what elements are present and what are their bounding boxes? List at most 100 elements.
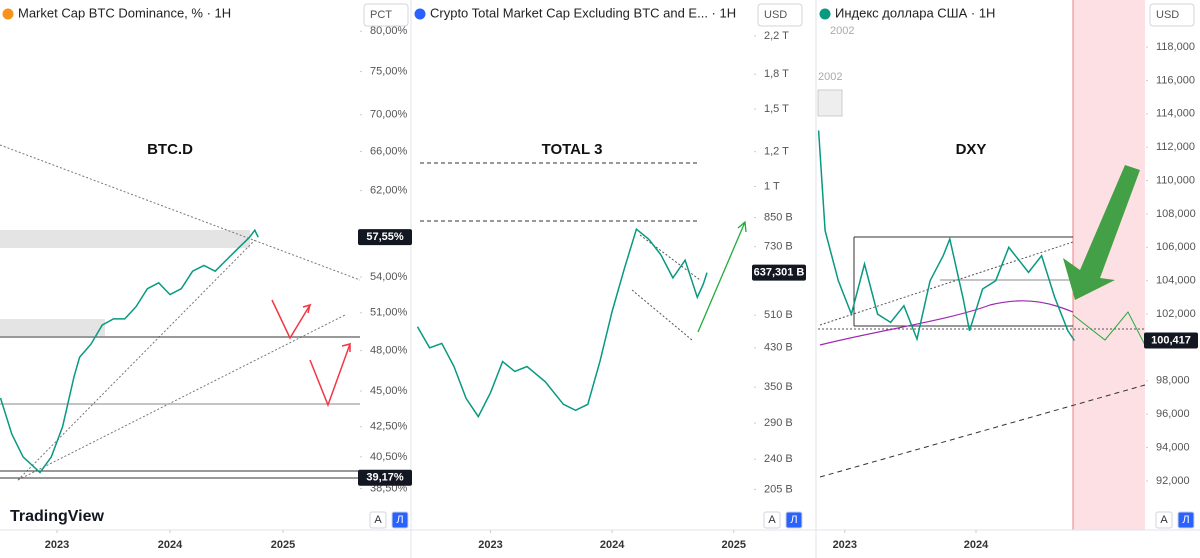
price-line [817,130,1076,342]
chart-label: TOTAL 3 [542,141,603,158]
x-tick-label: 2024 [158,539,183,551]
zone-box [0,319,105,336]
price-label-box [1144,332,1198,349]
y-tick-label: 730 B [764,241,793,253]
ghost-box [817,89,843,117]
arrow [271,299,312,340]
price-label: 57,55% [366,231,404,243]
symbol-icon [414,8,426,20]
scale-button-label[interactable]: А [1160,514,1168,526]
unit-box[interactable] [1149,3,1195,27]
price-line [416,227,708,419]
y-tick-label: 1,8 T [764,68,789,80]
y-tick-label: 1,5 T [764,103,789,115]
scale-button[interactable] [785,511,803,529]
logo: TradingView [10,508,105,525]
price-label-box [358,469,412,486]
y-tick-label: 96,000 [1156,408,1190,420]
y-tick-label: 205 B [764,483,793,495]
x-tick-label: 2024 [600,539,625,551]
y-tick-label: 116,000 [1156,74,1195,86]
y-tick-label: 430 B [764,342,793,354]
y-tick-label: 70,00% [370,109,408,121]
y-tick-label: 106,000 [1156,241,1196,253]
x-tick-label: 2023 [478,539,502,551]
y-tick-label: 114,000 [1156,108,1195,120]
trendline [631,289,693,341]
y-tick-label: 42,50% [370,421,408,433]
scale-button[interactable] [1177,511,1195,529]
watermark: 2002 [830,25,854,37]
unit[interactable]: USD [764,9,787,21]
chart-label: BTC.D [147,141,193,158]
scale-button[interactable] [763,511,781,529]
symbol-icon [819,8,831,20]
y-tick-label: 1,2 T [764,146,789,158]
x-tick-label: 2023 [833,539,857,551]
y-tick-label: 48,00% [370,345,408,357]
arrow [309,342,352,408]
price-label-box [752,264,806,281]
unit-box[interactable] [757,3,803,27]
price-label-box [358,229,412,246]
y-tick-label: 92,000 [1156,475,1190,487]
y-tick-label: 80,00% [370,25,408,37]
watermark: 2002 [818,71,842,83]
zone-box [0,230,250,248]
trendline [819,241,1074,326]
trendline [819,384,1146,478]
y-tick-label: 110,000 [1156,174,1195,186]
y-tick-label: 75,00% [370,66,408,78]
x-tick-label: 2025 [722,539,746,551]
unit[interactable]: USD [1156,9,1179,21]
scale-button[interactable] [369,511,387,529]
y-tick-label: 94,000 [1156,441,1190,453]
y-tick-label: 45,00% [370,385,408,397]
price-label: 100,417 [1151,334,1191,346]
arrow [1063,165,1140,300]
y-tick-label: 62,00% [370,185,408,197]
y-tick-label: 102,000 [1156,308,1196,320]
panel-title: Индекс доллара США · 1H [835,5,995,20]
panel-title: Market Cap BTC Dominance, % · 1H [18,5,231,20]
price-line [0,228,259,474]
price-label: 39,17% [366,472,404,484]
x-tick-label: 2025 [271,539,295,551]
y-tick-label: 98,000 [1156,375,1190,387]
scale-button-label[interactable]: Л [396,514,403,526]
scale-button[interactable] [1155,511,1173,529]
unit[interactable]: PCT [370,9,392,21]
arrow [697,220,747,333]
trendline [17,314,346,481]
y-tick-label: 240 B [764,453,793,465]
y-tick-label: 510 B [764,309,793,321]
scale-button-label[interactable]: А [374,514,382,526]
y-tick-label: 51,00% [370,307,408,319]
symbol-icon [2,8,14,20]
chart-label: DXY [956,141,987,158]
y-tick-label: 2,2 T [764,30,789,42]
y-tick-label: 54,00% [370,271,408,283]
scale-button-label[interactable]: Л [790,514,797,526]
trendline [639,234,701,281]
panel-title: Crypto Total Market Cap Excluding BTC an… [430,5,736,20]
y-tick-label: 108,000 [1156,208,1196,220]
y-tick-label: 350 B [764,381,793,393]
y-tick-label: 112,000 [1156,141,1195,153]
scale-button-label[interactable]: Л [1182,514,1189,526]
trendline [0,144,361,281]
y-tick-label: 66,00% [370,145,408,157]
unit-box[interactable] [363,3,409,27]
y-tick-label: 1 T [764,180,780,192]
scale-button-label[interactable]: А [768,514,776,526]
y-tick-label: 40,50% [370,451,408,463]
y-tick-label: 118,000 [1156,41,1195,53]
y-tick-label: 850 B [764,211,793,223]
moving-average [819,300,1074,346]
x-tick-label: 2023 [45,539,69,551]
x-tick-label: 2024 [964,539,989,551]
projection [1072,311,1146,346]
scale-button[interactable] [391,511,409,529]
